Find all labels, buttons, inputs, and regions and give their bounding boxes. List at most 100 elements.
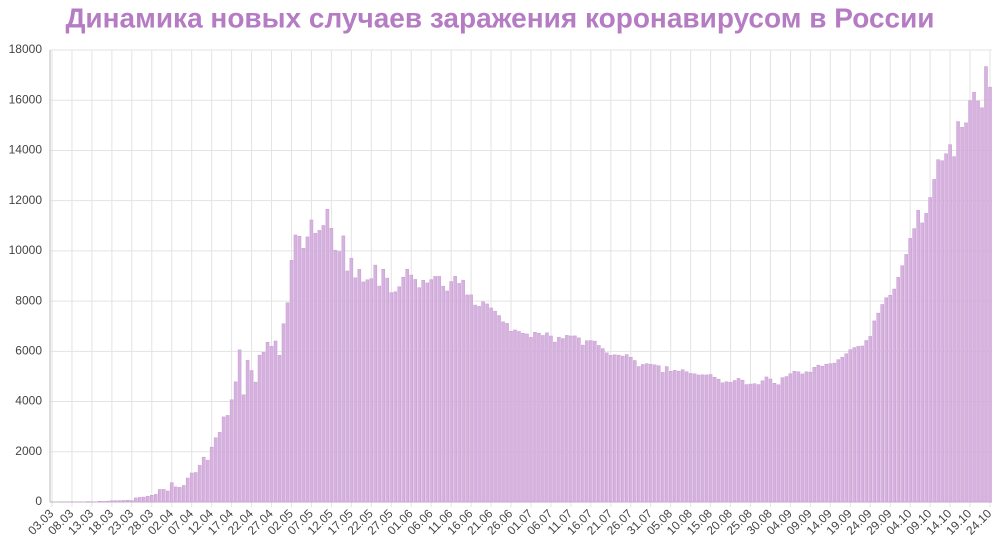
bar — [561, 338, 565, 503]
bar — [485, 303, 489, 503]
bar — [676, 370, 681, 503]
bar — [812, 367, 817, 503]
bar — [800, 373, 805, 503]
bar — [912, 228, 916, 503]
bar — [808, 371, 813, 503]
bar — [844, 353, 849, 503]
bar — [904, 254, 908, 503]
bar — [509, 330, 513, 503]
y-tick-label: 4000 — [15, 394, 42, 408]
bar — [449, 281, 453, 503]
bar — [716, 378, 721, 503]
bar — [329, 228, 334, 503]
bar — [493, 310, 497, 503]
bar — [980, 107, 984, 503]
bar — [964, 122, 968, 503]
bar — [601, 348, 605, 503]
bar — [952, 156, 956, 503]
bar — [688, 373, 693, 503]
bar — [413, 279, 417, 503]
bar — [660, 372, 665, 503]
bar — [173, 486, 178, 503]
bar — [780, 377, 785, 503]
bar — [169, 482, 174, 503]
bar — [146, 496, 150, 503]
bar — [832, 362, 837, 503]
bar — [636, 366, 641, 503]
bar — [289, 260, 294, 503]
bar — [629, 356, 633, 503]
bar — [154, 494, 158, 503]
bar — [521, 333, 525, 503]
bar — [956, 121, 960, 503]
bar — [648, 364, 653, 503]
bar — [868, 336, 873, 503]
chart-title: Динамика новых случаев заражения коронав… — [65, 2, 934, 33]
bar — [856, 346, 861, 503]
bar — [177, 487, 182, 503]
bar — [776, 384, 781, 503]
y-tick-label: 16000 — [9, 92, 43, 106]
bar — [477, 306, 481, 503]
bar — [573, 335, 577, 503]
y-tick-label: 10000 — [9, 243, 43, 257]
bar — [317, 230, 322, 503]
bar — [728, 382, 733, 503]
bar — [429, 279, 433, 503]
bar — [221, 416, 226, 503]
bar — [393, 291, 398, 503]
bar — [944, 153, 948, 503]
bar — [110, 500, 114, 503]
bar — [114, 500, 118, 503]
bar — [884, 297, 888, 503]
bar — [293, 234, 298, 503]
bar — [585, 340, 589, 503]
bar — [158, 489, 162, 503]
bar — [932, 179, 936, 503]
bar — [988, 86, 992, 503]
bar — [341, 235, 346, 503]
bar — [724, 381, 729, 503]
bar — [501, 321, 505, 503]
bar — [764, 376, 769, 503]
bar — [261, 351, 266, 503]
bar — [130, 500, 134, 503]
bar — [672, 370, 677, 503]
bar — [309, 219, 314, 503]
bar — [549, 335, 553, 503]
bar — [752, 383, 757, 503]
bar — [836, 359, 841, 503]
bar — [920, 222, 924, 503]
bar — [277, 355, 282, 503]
bar — [361, 281, 366, 503]
y-tick-label: 18000 — [9, 42, 43, 56]
bar — [401, 276, 406, 503]
bar — [217, 432, 222, 503]
bar — [397, 286, 402, 503]
bar — [481, 301, 485, 503]
bar — [461, 279, 465, 503]
bar — [421, 279, 425, 503]
bar — [908, 238, 912, 503]
bar — [557, 336, 561, 503]
bar — [333, 249, 338, 503]
bar — [321, 225, 326, 503]
bar — [597, 345, 601, 503]
bar — [744, 384, 749, 503]
bar — [409, 274, 413, 503]
bar — [229, 399, 234, 503]
bar — [640, 364, 645, 503]
bar — [804, 371, 809, 503]
bar — [285, 302, 290, 503]
bar — [405, 269, 410, 503]
y-tick-label: 14000 — [9, 143, 43, 157]
bar — [625, 354, 629, 503]
bar — [876, 312, 881, 503]
bar — [465, 294, 469, 503]
bar — [373, 264, 378, 503]
bar — [708, 374, 713, 503]
bar — [796, 371, 801, 503]
bar — [816, 364, 821, 503]
